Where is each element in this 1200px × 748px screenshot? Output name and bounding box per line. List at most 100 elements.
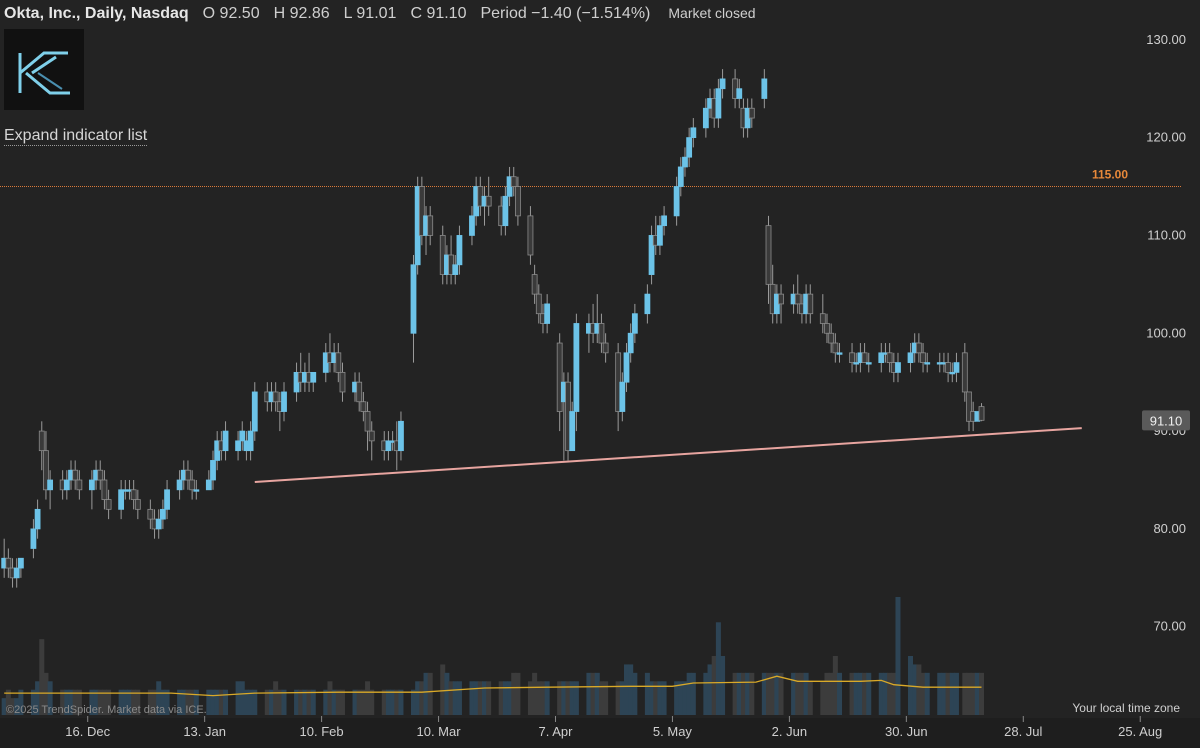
candle-body bbox=[34, 508, 41, 530]
volume-bar bbox=[891, 672, 897, 715]
volume-bar bbox=[419, 681, 425, 715]
volume-bar bbox=[239, 681, 245, 715]
volume-bar bbox=[235, 681, 241, 715]
brand-logo-icon bbox=[4, 29, 84, 110]
candle-body bbox=[281, 391, 287, 412]
volume-bar bbox=[644, 672, 650, 715]
candle-body bbox=[761, 78, 768, 99]
volume-bar bbox=[18, 689, 24, 715]
candle-body bbox=[978, 406, 985, 421]
volume-bar bbox=[736, 672, 742, 715]
volume-bar bbox=[565, 681, 571, 715]
candle-body bbox=[569, 411, 576, 452]
volume-bar bbox=[306, 689, 312, 715]
candle-body bbox=[619, 381, 626, 412]
candle-body bbox=[38, 430, 45, 452]
volume-bar bbox=[72, 689, 78, 715]
volume-bar bbox=[310, 689, 316, 715]
volume-bar bbox=[223, 689, 229, 715]
volume-bar bbox=[653, 681, 659, 715]
volume-bar bbox=[536, 681, 542, 715]
level-label: 115.00 bbox=[1092, 168, 1128, 182]
volume-bar bbox=[974, 672, 980, 715]
last-price-label: 91.10 bbox=[1150, 413, 1183, 428]
expand-indicator-list-link[interactable]: Expand indicator list bbox=[4, 127, 148, 146]
candle-body bbox=[272, 391, 279, 403]
candle-body bbox=[427, 215, 434, 236]
volume-bar bbox=[469, 681, 475, 715]
candle-body bbox=[686, 137, 693, 158]
candle-body bbox=[531, 274, 538, 295]
volume-bar bbox=[866, 672, 872, 715]
volume-bar bbox=[440, 664, 446, 715]
timezone-label[interactable]: Your local time zone bbox=[1072, 701, 1180, 715]
volume-bar bbox=[331, 689, 337, 715]
volume-bar bbox=[557, 681, 563, 715]
candle-body bbox=[339, 371, 346, 393]
candles bbox=[1, 69, 985, 588]
volume-bar bbox=[711, 656, 717, 715]
candle-body bbox=[715, 88, 722, 119]
volume-bar bbox=[394, 689, 400, 715]
volume-bar bbox=[35, 681, 41, 715]
volume-bar bbox=[427, 672, 433, 715]
candle-body bbox=[828, 332, 835, 344]
volume-bar bbox=[937, 672, 943, 715]
candle-body bbox=[130, 489, 137, 500]
volume-bar bbox=[131, 689, 137, 715]
volume-bar bbox=[682, 681, 688, 715]
volume-bar bbox=[828, 672, 834, 715]
y-tick-label: 120.00 bbox=[1146, 130, 1186, 145]
candle-body bbox=[101, 479, 108, 500]
candle-body bbox=[657, 225, 663, 246]
candle-body bbox=[418, 186, 425, 236]
volume-bar bbox=[803, 672, 809, 715]
candle-body bbox=[515, 186, 521, 217]
volume-bar bbox=[561, 681, 567, 715]
x-tick-label: 2. Jun bbox=[772, 724, 807, 739]
volume-bar bbox=[498, 681, 504, 715]
volume-bar bbox=[177, 689, 183, 715]
volume-bar bbox=[674, 681, 680, 715]
candle-body bbox=[502, 195, 509, 227]
volume-bar bbox=[281, 689, 287, 715]
candle-body bbox=[72, 469, 79, 481]
volume-bar bbox=[452, 681, 458, 715]
volume-bar bbox=[594, 672, 600, 715]
volume-bar bbox=[5, 689, 11, 715]
volume-bars bbox=[1, 597, 985, 715]
candle-body bbox=[385, 440, 392, 452]
volume-bar bbox=[214, 689, 220, 715]
candle-body bbox=[924, 362, 931, 365]
volume-bar bbox=[93, 689, 99, 715]
candle-body bbox=[861, 352, 868, 364]
volume-bar bbox=[298, 689, 304, 715]
volume-bar bbox=[540, 681, 546, 715]
volume-bar bbox=[101, 689, 107, 715]
candle-body bbox=[719, 78, 726, 90]
volume-bar bbox=[30, 689, 36, 715]
volume-bar bbox=[912, 664, 918, 715]
volume-bar bbox=[502, 681, 508, 715]
high-value: H 92.86 bbox=[273, 5, 330, 22]
volume-bar bbox=[264, 689, 270, 715]
candle-body bbox=[748, 107, 755, 119]
volume-bar bbox=[193, 689, 199, 715]
volume-bar bbox=[327, 681, 333, 715]
volume-bar bbox=[766, 672, 772, 715]
volume-bar bbox=[444, 672, 450, 715]
volume-bar bbox=[456, 681, 462, 715]
volume-bar bbox=[76, 689, 82, 715]
volume-bar bbox=[398, 689, 404, 715]
data-credit: ©2025 TrendSpider. Market data via ICE. bbox=[6, 704, 207, 716]
volume-bar bbox=[206, 689, 212, 715]
candle-body bbox=[878, 352, 885, 364]
volume-bar bbox=[979, 672, 985, 715]
candle-body bbox=[97, 469, 104, 481]
candle-body bbox=[849, 352, 855, 364]
y-tick-label: 80.00 bbox=[1153, 521, 1186, 536]
volume-bar bbox=[248, 689, 254, 715]
volume-bar bbox=[135, 689, 141, 715]
volume-bar bbox=[352, 689, 358, 715]
